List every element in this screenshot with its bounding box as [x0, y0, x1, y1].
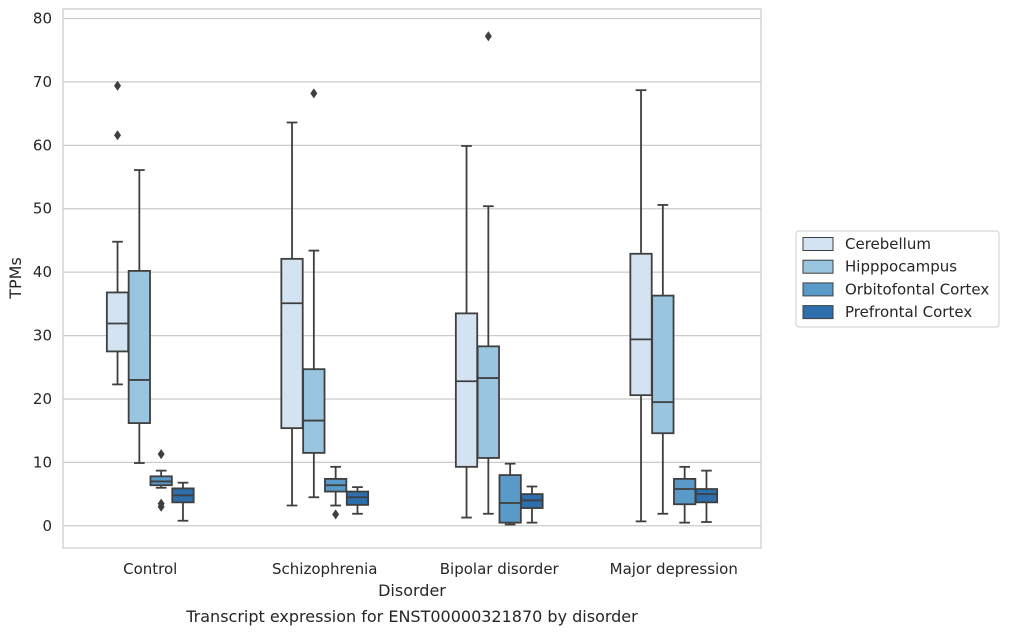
box-group — [476, 31, 500, 515]
y-tick-label: 60 — [33, 136, 52, 154]
legend-label: Prefrontal Cortex — [845, 303, 972, 321]
box-group — [651, 204, 675, 515]
y-tick-label: 50 — [33, 200, 52, 218]
y-tick-label: 0 — [42, 517, 52, 535]
box-group — [280, 121, 304, 507]
legend-swatch — [802, 282, 834, 297]
y-tick-label: 40 — [33, 263, 52, 281]
plot-frame — [62, 8, 762, 549]
legend-item: Cerebellum — [802, 235, 931, 253]
x-axis-label: Disorder — [378, 581, 446, 600]
outlier-point — [157, 449, 165, 460]
box-group — [520, 485, 544, 524]
box-group — [171, 481, 195, 522]
legend: Cerebellum Hipppocampus Orbitofontal Corte… — [795, 230, 1000, 328]
legend-swatch — [802, 237, 834, 251]
box — [476, 345, 500, 459]
box-group — [673, 465, 697, 524]
box-plot-series — [105, 31, 719, 526]
box-group — [324, 465, 348, 520]
outlier-point — [310, 88, 318, 99]
legend-label: Cerebellum — [845, 235, 931, 253]
legend-items: Cerebellum Hipppocampus Orbitofontal Corte… — [802, 235, 989, 321]
outlier-point — [157, 501, 165, 512]
box-group — [454, 145, 479, 519]
outlier-point — [484, 31, 492, 42]
legend-item: Orbitofontal Cortex — [802, 280, 989, 298]
x-tick-label: Bipolar disorder — [440, 560, 560, 578]
box — [454, 312, 479, 468]
figure-caption: Transcript expression for ENST0000032187… — [185, 607, 638, 626]
box — [302, 368, 326, 454]
box — [105, 291, 130, 353]
outlier-point — [114, 80, 122, 91]
legend-swatch — [802, 305, 834, 320]
legend-item: Hipppocampus — [802, 258, 957, 276]
box-group — [127, 169, 151, 464]
y-axis-label: TPMs — [6, 257, 25, 300]
box-group — [345, 486, 370, 515]
box — [345, 490, 370, 506]
legend-label: Orbitofontal Cortex — [845, 280, 989, 298]
x-tick-label: Control — [123, 560, 177, 578]
y-tick-labels: 0 10 20 30 40 50 60 70 80 — [33, 10, 52, 535]
x-tick-label: Major depression — [610, 560, 738, 578]
box-group — [302, 88, 326, 499]
y-tick-label: 20 — [33, 390, 52, 408]
legend-swatch — [802, 259, 834, 274]
box-group — [105, 80, 130, 386]
y-tick-label: 10 — [33, 453, 52, 471]
box-group — [498, 462, 522, 526]
legend-label: Hipppocampus — [845, 258, 957, 276]
outlier-point — [332, 509, 340, 520]
legend-frame — [795, 230, 1000, 328]
y-tick-label: 70 — [33, 73, 52, 91]
box — [694, 488, 719, 504]
y-tick-label: 80 — [33, 10, 52, 28]
box-group — [694, 469, 719, 523]
box — [280, 257, 304, 430]
outlier-point — [114, 130, 122, 141]
x-tick-labels: Control Schizophrenia Bipolar disorder Majo… — [123, 560, 738, 578]
box — [673, 477, 697, 506]
legend-item: Prefrontal Cortex — [802, 303, 972, 321]
box-group — [149, 449, 173, 512]
x-tick-label: Schizophrenia — [272, 560, 377, 578]
y-tick-label: 30 — [33, 327, 52, 345]
box — [498, 474, 522, 524]
box — [127, 269, 151, 424]
box — [651, 294, 675, 435]
gridlines — [63, 17, 761, 527]
box — [629, 252, 653, 397]
box-group — [629, 89, 653, 523]
